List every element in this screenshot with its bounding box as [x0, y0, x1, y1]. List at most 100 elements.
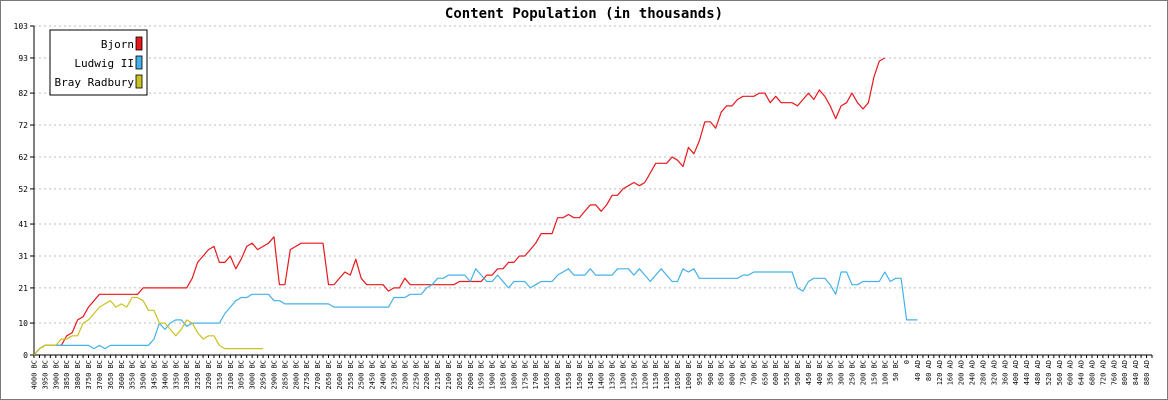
x-tick-label: 1400 BC: [598, 360, 606, 390]
x-tick-label: 2550 BC: [347, 360, 355, 390]
x-tick-label: 2950 BC: [260, 360, 268, 390]
x-tick-label: 250 BC: [849, 360, 857, 385]
y-tick-label: 0: [23, 351, 28, 360]
x-tick-label: 1150 BC: [652, 360, 660, 390]
x-tick-label: 1300 BC: [619, 360, 627, 390]
series-lines: [33, 57, 918, 356]
x-tick-label: 1700 BC: [532, 360, 540, 390]
x-tick-label: 280 AD: [979, 360, 987, 385]
x-tick-label: 3850 BC: [63, 360, 71, 390]
x-tick-label: 160 AD: [947, 360, 955, 385]
y-tick-label: 41: [18, 220, 28, 229]
x-tick-label: 1800 BC: [510, 360, 518, 390]
x-tick-label: 550 BC: [783, 360, 791, 385]
x-tick-label: 680 AD: [1089, 360, 1097, 385]
x-tick-label: 440 AD: [1023, 360, 1031, 385]
x-tick-label: 0: [903, 360, 911, 364]
x-tick-label: 2100 BC: [445, 360, 453, 390]
x-tick-label: 3500 BC: [140, 360, 148, 390]
series-line-bjorn: [33, 57, 886, 356]
y-tick-label: 62: [18, 153, 28, 162]
x-tick-label: 500 BC: [794, 360, 802, 385]
x-tick-label: 1000 BC: [685, 360, 693, 390]
x-tick-label: 50 BC: [892, 360, 900, 381]
legend: Bjorn Ludwig II Bray Radbury: [49, 29, 148, 96]
x-tick-label: 700 BC: [750, 360, 758, 385]
x-tick-label: 640 AD: [1078, 360, 1086, 385]
x-tick-label: 3350 BC: [172, 360, 180, 390]
x-tick-label: 3400 BC: [161, 360, 169, 390]
x-tick-label: 760 AD: [1110, 360, 1118, 385]
x-tick-label: 1600 BC: [554, 360, 562, 390]
x-tick-label: 1650 BC: [543, 360, 551, 390]
x-tick-label: 3900 BC: [52, 360, 60, 390]
x-tick-label: 350 BC: [827, 360, 835, 385]
x-tick-label: 300 BC: [838, 360, 846, 385]
x-tick-label: 2800 BC: [292, 360, 300, 390]
y-tick-label: 72: [18, 121, 28, 130]
x-tick-label: 3000 BC: [249, 360, 257, 390]
legend-label: Ludwig II: [74, 57, 134, 70]
x-tick-label: 360 AD: [1001, 360, 1009, 385]
y-tick-label: 31: [18, 252, 28, 261]
x-tick-label: 800 AD: [1121, 360, 1129, 385]
series-line-bray-radbury: [33, 296, 264, 356]
legend-box: [49, 29, 148, 96]
x-tick-label: 3150 BC: [216, 360, 224, 390]
x-tick-label: 520 AD: [1045, 360, 1053, 385]
x-tick-label: 200 BC: [859, 360, 867, 385]
x-tick-label: 2750 BC: [303, 360, 311, 390]
x-tick-label: 2000 BC: [467, 360, 475, 390]
x-tick-label: 2200 BC: [423, 360, 431, 390]
grid: [34, 25, 1152, 324]
y-tick-label: 52: [18, 185, 28, 194]
x-tick-label: 800 BC: [729, 360, 737, 385]
x-tick-label: 560 AD: [1056, 360, 1064, 385]
x-tick-label: 3750 BC: [85, 360, 93, 390]
x-tick-label: 880 AD: [1143, 360, 1151, 385]
x-tick-label: 450 BC: [805, 360, 813, 385]
legend-label: Bray Radbury: [55, 76, 135, 89]
series-line-ludwig-ii: [33, 268, 918, 356]
x-tick-label: 1750 BC: [521, 360, 529, 390]
x-tick-label: 900 BC: [707, 360, 715, 385]
x-tick-label: 3550 BC: [129, 360, 137, 390]
x-tick-label: 2450 BC: [369, 360, 377, 390]
y-tick-label: 93: [18, 54, 28, 63]
x-tick-label: 400 BC: [816, 360, 824, 385]
x-tick-label: 2700 BC: [314, 360, 322, 390]
x-tick-label: 1550 BC: [565, 360, 573, 390]
x-tick-label: 840 AD: [1132, 360, 1140, 385]
x-tick-label: 2350 BC: [390, 360, 398, 390]
x-tick-label: 950 BC: [696, 360, 704, 385]
chart-title: Content Population (in thousands): [445, 6, 723, 22]
x-tick-label: 600 AD: [1067, 360, 1075, 385]
x-tick-label: 3700 BC: [96, 360, 104, 390]
x-tick-label: 3800 BC: [74, 360, 82, 390]
x-tick-label: 2600 BC: [336, 360, 344, 390]
y-tick-label: 21: [18, 284, 28, 293]
x-tick-label: 1200 BC: [641, 360, 649, 390]
axes: [30, 25, 1153, 358]
x-tick-label: 2500 BC: [358, 360, 366, 390]
x-tick-label: 1500 BC: [576, 360, 584, 390]
y-axis-ticks: 0 10 21 31 41 52 62 72 82 93 103: [14, 22, 29, 360]
x-tick-label: 1100 BC: [663, 360, 671, 390]
x-tick-label: 2400 BC: [380, 360, 388, 390]
x-tick-label: 720 AD: [1099, 360, 1107, 385]
y-tick-label: 10: [18, 319, 28, 328]
x-tick-label: 1250 BC: [630, 360, 638, 390]
legend-swatch: [135, 74, 143, 89]
x-tick-label: 750 BC: [739, 360, 747, 385]
legend-swatch: [135, 36, 143, 51]
x-tick-label: 2150 BC: [434, 360, 442, 390]
x-tick-label: 400 AD: [1012, 360, 1020, 385]
legend-swatch: [135, 55, 143, 70]
x-tick-label: 3650 BC: [107, 360, 115, 390]
x-tick-label: 200 AD: [958, 360, 966, 385]
x-tick-label: 3250 BC: [194, 360, 202, 390]
y-tick-label: 82: [18, 89, 28, 98]
x-tick-label: 240 AD: [969, 360, 977, 385]
